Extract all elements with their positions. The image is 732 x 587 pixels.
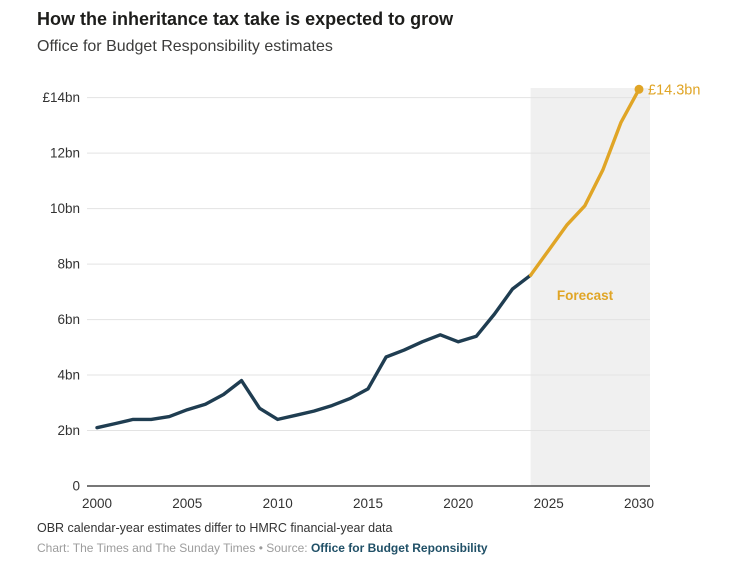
x-tick-label-2000: 2000: [82, 496, 112, 511]
forecast-line: [528, 87, 641, 277]
page-subtitle: Office for Budget Responsibility estimat…: [37, 37, 333, 55]
endpoint-dot: [634, 84, 644, 94]
credit-separator: •: [258, 541, 263, 555]
forecast-band: [530, 88, 650, 486]
chart-header: How the inheritance tax take is expected…: [37, 8, 697, 56]
chart-footer: OBR calendar-year estimates differ to HM…: [37, 521, 717, 555]
x-tick-label-2025: 2025: [534, 496, 564, 511]
y-tick-label-8: 8bn: [57, 257, 80, 272]
source-label: Source:: [266, 541, 308, 555]
page-title: How the inheritance tax take is expected…: [37, 9, 454, 29]
source-link[interactable]: Office for Budget Reponsibility: [310, 541, 488, 555]
x-tick-label-2020: 2020: [443, 496, 473, 511]
y-tick-label-2: 2bn: [57, 423, 80, 438]
endpoint-label: £14.3bn: [648, 82, 700, 98]
x-tick-label-2010: 2010: [263, 496, 293, 511]
y-tick-label-0: 0: [72, 479, 80, 494]
y-tick-label-4: 4bn: [57, 368, 80, 383]
credit-line: Chart: The Times and The Sunday Times • …: [37, 541, 717, 555]
y-tick-label-6: 6bn: [57, 312, 80, 327]
x-tick-label-2030: 2030: [624, 496, 654, 511]
footnote: OBR calendar-year estimates differ to HM…: [37, 521, 393, 535]
credit-text: Chart: The Times and The Sunday Times: [37, 541, 256, 555]
historical-line: [95, 273, 533, 430]
forecast-label: Forecast: [557, 288, 614, 303]
x-tick-label-2015: 2015: [353, 496, 383, 511]
y-tick-label-14: £14bn: [42, 90, 80, 105]
y-tick-label-12: 12bn: [50, 146, 80, 161]
y-tick-label-10: 10bn: [50, 201, 80, 216]
x-tick-label-2005: 2005: [172, 496, 202, 511]
chart-canvas: 0 2bn 4bn 6bn 8bn 10bn 12bn £14bn 2000 2005 2010 20…: [42, 82, 700, 511]
line-chart: 0 2bn 4bn 6bn 8bn 10bn 12bn £14bn 2000 2005 2010 20…: [0, 72, 732, 522]
